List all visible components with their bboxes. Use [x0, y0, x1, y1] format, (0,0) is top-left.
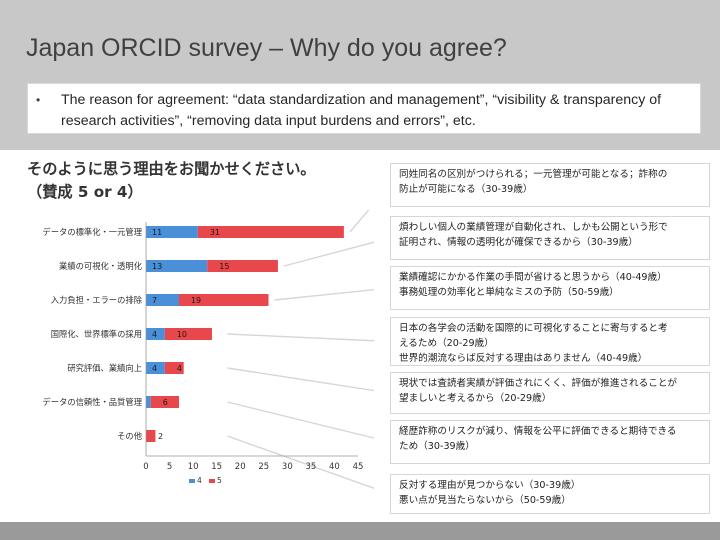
x-tick-label: 45	[353, 462, 364, 472]
comment-box-1: 同姓同名の区別がつけられる；一元管理が可能となる；詐称の 防止が可能になる（30-…	[390, 163, 710, 207]
bar-value-label: 4	[152, 330, 157, 339]
connector-line	[227, 333, 374, 342]
bar-series-5	[150, 396, 179, 408]
bullet-marker: •	[36, 93, 41, 107]
comment-box-4: 日本の各学会の活動を国際的に可視化することに寄与すると考 えるため（20-29歳）…	[390, 317, 710, 366]
comment-line: 望ましいと考えるから（20-29歳）	[399, 393, 552, 404]
category-label: データの標準化・一元管理	[42, 227, 142, 237]
x-tick-label: 20	[235, 462, 246, 472]
category-label: その他	[117, 431, 142, 441]
comment-box-7: 反対する理由が見つからない（30-39歳） 悪い点が見当たらないから（50-59歳…	[390, 474, 710, 514]
comment-line: えるため（20-29歳）	[399, 338, 494, 349]
bar-series-5	[164, 328, 212, 340]
x-tick-label: 35	[305, 462, 316, 472]
category-label: 国際化、世界標準の採用	[51, 329, 142, 339]
connector-line	[227, 435, 374, 490]
footer-band	[0, 522, 720, 540]
chart-title-line-1: そのように思う理由をお聞かせください。	[27, 160, 316, 178]
bar-value-label: 10	[177, 330, 187, 339]
comment-box-5: 現状では査読者実績が評価されにくく、評価が推進されることが 望ましいと考えるから（…	[390, 372, 710, 414]
bar-series-5	[197, 226, 344, 238]
bar-series-5	[164, 362, 184, 374]
comment-line: 防止が可能になる（30-39歳）	[399, 184, 533, 195]
x-tick-label: 0	[143, 462, 148, 472]
legend-swatch-5	[209, 479, 215, 483]
comment-box-3: 業績確認にかかる作業の手間が省けると思うから（40-49歳） 事務処理の効率化と単…	[390, 266, 710, 310]
x-tick-label: 15	[211, 462, 222, 472]
category-label: 業績の可視化・透明化	[59, 261, 142, 271]
comment-line: 業績確認にかかる作業の手間が省けると思うから（40-49歳）	[399, 272, 667, 283]
bar-series-4	[146, 260, 208, 272]
bar-series-5	[207, 260, 278, 272]
comment-line: 事務処理の効率化と単純なミスの予防（50-59歳）	[399, 287, 619, 298]
bar-series-4	[146, 362, 165, 374]
bar-value-label: 11	[152, 228, 162, 237]
bar-series-5	[178, 294, 269, 306]
comment-line: 世界的潮流ならば反対する理由はありません（40-49歳）	[399, 353, 648, 364]
bar-value-label: 19	[191, 296, 201, 305]
legend-label: 5	[217, 476, 222, 485]
comment-line: 経歴詐称のリスクが減り、情報を公平に評価できると期待できる	[399, 426, 677, 437]
bar-value-label: 31	[210, 228, 220, 237]
slide-title: Japan ORCID survey – Why do you agree?	[26, 34, 507, 62]
bar-value-label: 7	[152, 296, 157, 305]
connector-line	[227, 401, 374, 439]
x-tick-label: 30	[282, 462, 293, 472]
bar-value-label: 6	[163, 398, 168, 407]
x-tick-label: 5	[167, 462, 172, 472]
comment-line: 証明され、情報の透明化が確保できるから（30-39歳）	[399, 237, 638, 248]
bar-value-label: 4	[177, 364, 182, 373]
comment-box-2: 煩わしい個人の業績管理が自動化され、しかも公開という形で 証明され、情報の透明化が…	[390, 216, 710, 260]
comment-line: 日本の各学会の活動を国際的に可視化することに寄与すると考	[399, 323, 668, 334]
legend-swatch-4	[189, 479, 195, 483]
bar-series-4	[146, 328, 165, 340]
legend-label: 4	[197, 476, 202, 485]
chart-title-line-2: （賛成 5 or 4）	[27, 183, 143, 201]
category-label: データの信頼性・品質管理	[42, 397, 142, 407]
bar-series-5	[146, 430, 156, 442]
comment-box-6: 経歴詐称のリスクが減り、情報を公平に評価できると期待できる ため（30-39歳）	[390, 420, 710, 464]
comment-line: ため（30-39歳）	[399, 441, 475, 452]
connector-line	[227, 367, 374, 392]
category-label: 入力負担・エラーの排除	[51, 295, 143, 305]
connector-line	[349, 210, 370, 233]
x-tick-label: 10	[188, 462, 199, 472]
connector-line	[283, 241, 374, 267]
x-tick-label: 40	[329, 462, 340, 472]
connector-line	[274, 288, 374, 301]
header-band: Japan ORCID survey – Why do you agree? •…	[0, 0, 720, 150]
bars: データの標準化・一元管理 11 31 業績の可視化・透明化 13 15 入力負担・エラーの排…	[42, 226, 344, 442]
x-axis: 0 5 10 15 20 25 30 35 40 45	[143, 222, 363, 472]
chart-title: そのように思う理由をお聞かせください。 （賛成 5 or 4）	[27, 158, 316, 204]
bar-series-4	[146, 226, 198, 238]
bar-value-label: 4	[152, 364, 157, 373]
x-tick-label: 25	[258, 462, 269, 472]
bar-value-label: 13	[152, 262, 162, 271]
connector-lines	[227, 210, 374, 490]
bar-series-4	[146, 294, 179, 306]
comment-line: 悪い点が見当たらないから（50-59歳）	[399, 495, 571, 506]
bar-chart: データの標準化・一元管理 11 31 業績の可視化・透明化 13 15 入力負担・エラーの排…	[42, 210, 374, 490]
comment-line: 煩わしい個人の業績管理が自動化され、しかも公開という形で	[399, 222, 668, 233]
bullet-box: • The reason for agreement: “data standa…	[27, 83, 701, 134]
bar-value-label: 15	[219, 262, 229, 271]
comment-line: 反対する理由が見つからない（30-39歳）	[399, 480, 581, 491]
comment-line: 現状では査読者実績が評価されにくく、評価が推進されることが	[399, 378, 678, 389]
category-label: 研究評価、業績向上	[67, 363, 142, 373]
bullet-text: The reason for agreement: “data standard…	[61, 92, 662, 129]
bar-series-4	[146, 396, 151, 408]
comment-line: 同姓同名の区別がつけられる；一元管理が可能となる；詐称の	[399, 169, 668, 180]
bar-value-label: 2	[158, 432, 163, 441]
